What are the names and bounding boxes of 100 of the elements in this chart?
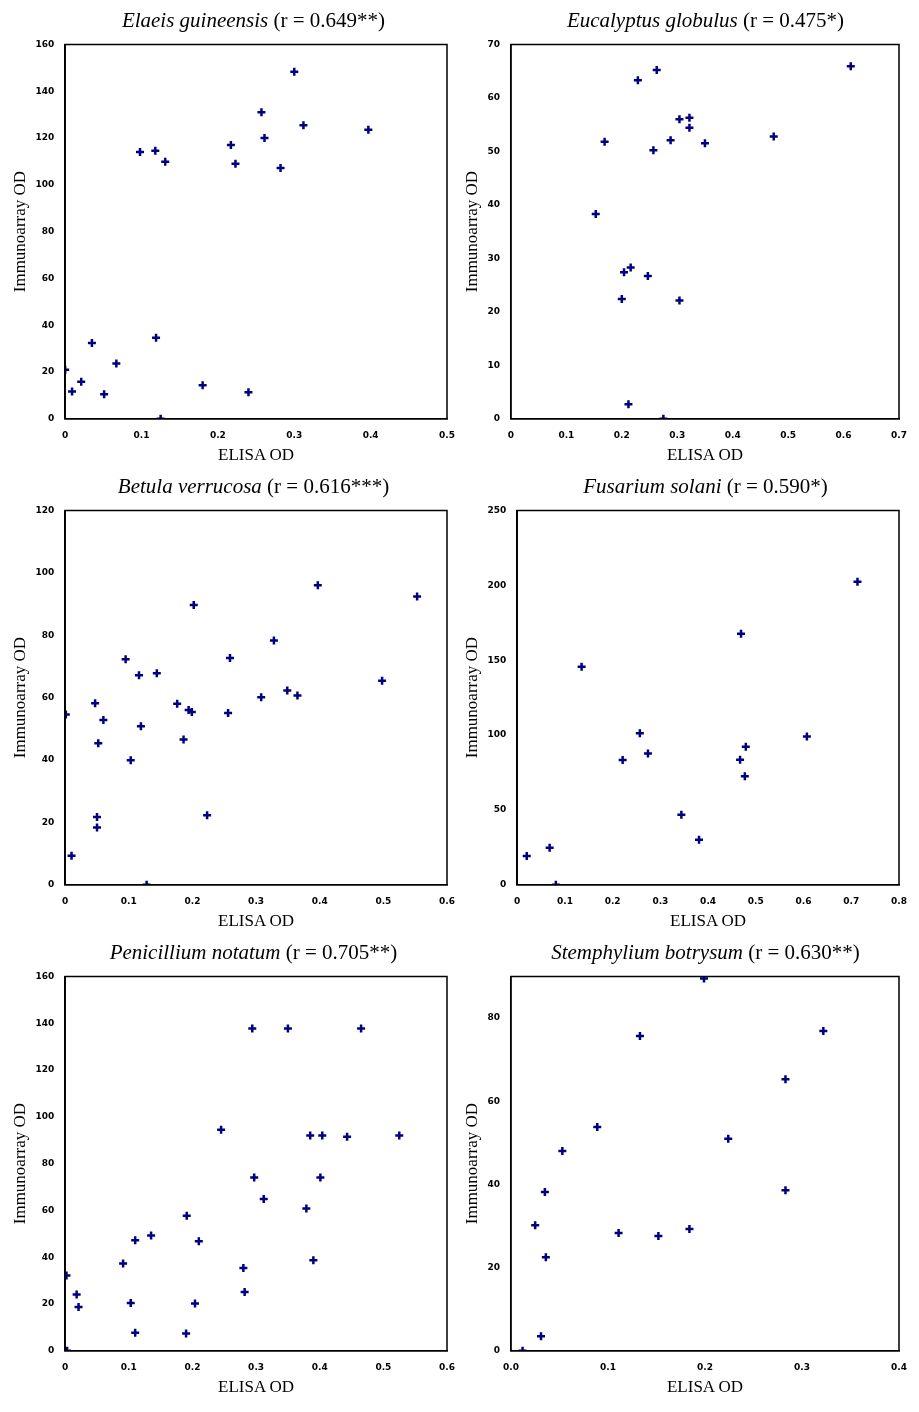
chart-title: Penicillium notatum (r = 0.705**) [109, 940, 398, 964]
x-tick-label: 0.6 [439, 895, 455, 906]
point [230, 158, 241, 169]
y-tick-label: 80 [41, 225, 55, 236]
x-tick-label: 0.3 [248, 895, 265, 906]
x-tick-label: 0.5 [375, 895, 392, 906]
y-axis-title: Immunoarray OD [9, 636, 29, 759]
y-tick-label: 70 [487, 38, 500, 49]
x-tick-label: 0.1 [133, 429, 150, 440]
point [394, 1130, 405, 1141]
point [315, 1172, 326, 1183]
y-tick-label: 0 [47, 1345, 55, 1356]
x-tick-label: 0.2 [613, 429, 630, 440]
y-tick-label: 20 [487, 1261, 500, 1272]
y-tick-label: 200 [487, 579, 507, 590]
x-tick-label: 0.1 [599, 1361, 616, 1372]
y-tick-label: 160 [35, 38, 55, 49]
point [292, 690, 303, 701]
point [178, 734, 189, 745]
y-tick-label: 20 [41, 816, 55, 827]
y-tick-label: 60 [41, 272, 55, 283]
x-axis-title: ELISA OD [666, 1377, 743, 1397]
y-tick-label: 60 [41, 1204, 55, 1215]
point [301, 1203, 312, 1214]
x-tick-label: 0.5 [375, 1361, 392, 1372]
point [768, 131, 779, 142]
point [676, 809, 687, 820]
x-tick-label: 0.4 [700, 895, 717, 906]
x-tick-label: 0.3 [248, 1361, 265, 1372]
x-tick-label: 0 [62, 1361, 69, 1372]
x-tick-label: 0.1 [558, 429, 575, 440]
y-tick-label: 0 [47, 879, 55, 890]
x-tick-label: 0.4 [724, 429, 741, 440]
y-tick-label: 80 [487, 1012, 500, 1023]
x-tick-label: 0 [62, 429, 69, 440]
x-tick-label: 0.5 [439, 429, 455, 440]
y-axis-title: Immunoarray OD [461, 170, 481, 293]
point [674, 295, 685, 306]
y-tick-label: 50 [493, 804, 507, 815]
y-tick-label: 40 [487, 1178, 500, 1189]
x-tick-label: 0.2 [696, 1361, 713, 1372]
y-tick-label: 120 [35, 132, 55, 143]
y-tick-label: 100 [487, 729, 507, 740]
y-tick-label: 60 [487, 1095, 500, 1106]
x-tick-label: 0.1 [120, 895, 137, 906]
x-tick-label: 0.6 [439, 1361, 455, 1372]
y-tick-label: 80 [41, 1157, 55, 1168]
point [317, 1130, 328, 1141]
point [674, 114, 685, 125]
x-axis-title: ELISA OD [218, 911, 295, 931]
point [282, 685, 293, 696]
x-tick-label: 0.3 [669, 429, 686, 440]
x-tick-label: 0.2 [209, 429, 226, 440]
point [197, 380, 208, 391]
chart-title: Eucalyptus globulus (r = 0.475*) [566, 8, 845, 32]
y-tick-label: 0 [47, 413, 55, 424]
y-tick-label: 40 [487, 199, 500, 210]
point [576, 661, 587, 672]
y-axis-title: Immunoarray OD [9, 1102, 29, 1225]
x-tick-label: 0.5 [747, 895, 764, 906]
y-tick-label: 160 [35, 970, 55, 981]
x-tick-label: 0.3 [794, 1361, 810, 1372]
point [684, 112, 695, 123]
y-tick-label: 100 [35, 1111, 55, 1122]
x-axis-title: ELISA OD [218, 445, 295, 465]
y-tick-label: 0 [493, 413, 500, 424]
x-tick-label: 0.3 [286, 429, 303, 440]
y-tick-label: 40 [41, 1251, 55, 1262]
x-tick-label: 0.4 [311, 1361, 328, 1372]
y-tick-label: 50 [487, 145, 500, 156]
point [648, 145, 659, 156]
y-tick-label: 80 [41, 629, 55, 640]
point [247, 1023, 258, 1034]
chart-title: Elaeis guineensis (r = 0.649**) [121, 8, 386, 32]
x-tick-label: 0.4 [362, 429, 379, 440]
y-tick-label: 20 [41, 1298, 55, 1309]
point [111, 358, 122, 369]
chart-title: Betula verrucosa (r = 0.616***) [117, 474, 390, 498]
x-axis-title: ELISA OD [666, 445, 743, 465]
y-tick-label: 140 [35, 85, 55, 96]
point [150, 145, 161, 156]
point [71, 1289, 82, 1300]
x-tick-label: 0.2 [604, 895, 621, 906]
y-tick-label: 250 [487, 504, 507, 515]
chart-title: Stemphylium botrysum (r = 0.630**) [551, 940, 860, 964]
y-tick-label: 100 [35, 179, 55, 190]
y-axis-title: Immunoarray OD [9, 170, 29, 293]
x-tick-label: 0.1 [120, 1361, 137, 1372]
y-tick-label: 20 [41, 366, 55, 377]
y-tick-label: 40 [41, 754, 55, 765]
x-tick-label: 0.4 [891, 1361, 907, 1372]
point [625, 262, 636, 273]
y-tick-label: 150 [487, 654, 507, 665]
x-tick-label: 0.7 [891, 429, 907, 440]
y-tick-label: 20 [487, 306, 500, 317]
point [623, 399, 634, 410]
y-tick-label: 10 [487, 359, 500, 370]
x-tick-label: 0.6 [835, 429, 852, 440]
x-tick-label: 0 [514, 895, 521, 906]
y-axis-title: Immunoarray OD [461, 636, 481, 759]
